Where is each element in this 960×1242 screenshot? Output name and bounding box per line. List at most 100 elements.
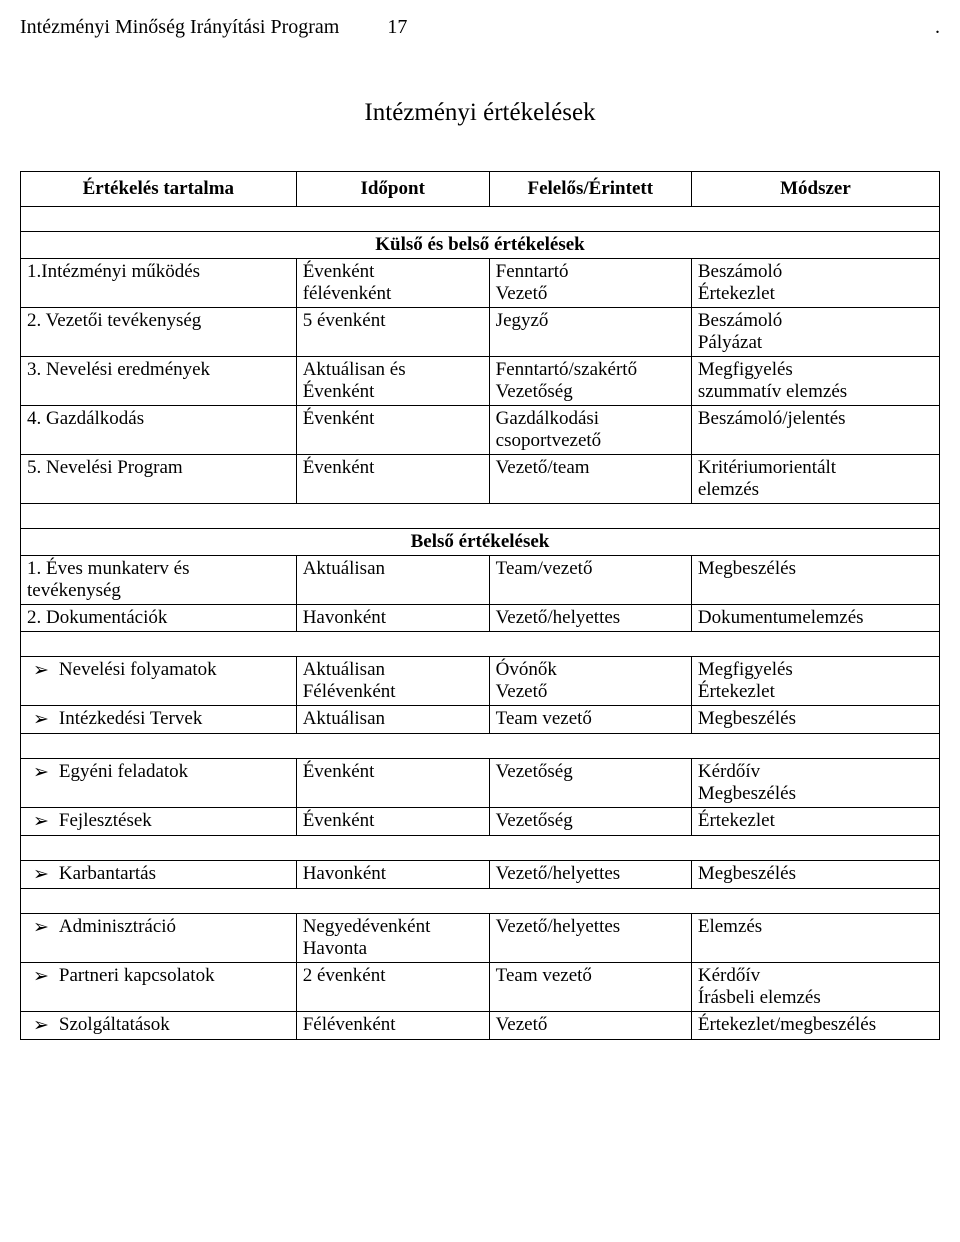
cell-method: Megbeszélés: [691, 556, 939, 605]
cell-time: NegyedévenkéntHavonta: [296, 914, 489, 963]
cell-time: Évenkéntfélévenként: [296, 259, 489, 308]
section-label: Belső értékelések: [21, 529, 940, 556]
table-row: 1.Intézményi működésÉvenkéntfélévenkéntF…: [21, 259, 940, 308]
cell-responsible: FenntartóVezető: [489, 259, 691, 308]
cell-time: Aktuálisan ésÉvenként: [296, 357, 489, 406]
doc-title: Intézményi Minőség Irányítási Program: [20, 16, 339, 39]
cell-time: Havonként: [296, 861, 489, 889]
cell-content: 2. Dokumentációk: [21, 605, 297, 632]
bullet-item: ➢Intézkedési Tervek: [21, 706, 297, 734]
cell-responsible: Vezető/helyettes: [489, 861, 691, 889]
cell-method: Kritériumorientáltelemzés: [691, 455, 939, 504]
page-title: Intézményi értékelések: [20, 99, 940, 127]
cell-method: BeszámolóÉrtekezlet: [691, 259, 939, 308]
cell-responsible: Jegyző: [489, 308, 691, 357]
cell-responsible: Vezető/team: [489, 455, 691, 504]
spacer: [21, 889, 940, 914]
cell-time: Évenként: [296, 808, 489, 836]
evaluation-table: Értékelés tartalma Időpont Felelős/Érint…: [20, 171, 940, 1040]
cell-method: MegfigyelésÉrtekezlet: [691, 657, 939, 706]
bullet-item: ➢ Partneri kapcsolatok: [21, 963, 297, 1012]
cell-responsible: Vezetőség: [489, 808, 691, 836]
cell-content: 5. Nevelési Program: [21, 455, 297, 504]
spacer: [21, 734, 940, 759]
cell-method: Beszámoló/jelentés: [691, 406, 939, 455]
cell-time: Évenként: [296, 455, 489, 504]
table-row: 1. Éves munkaterv éstevékenységAktuálisa…: [21, 556, 940, 605]
col-header-content: Értékelés tartalma: [21, 172, 297, 207]
cell-time: 5 évenként: [296, 308, 489, 357]
cell-method: Értekezlet: [691, 808, 939, 836]
spacer: [21, 836, 940, 861]
table-row: 3. Nevelési eredményekAktuálisan ésÉvenk…: [21, 357, 940, 406]
table-row: ➢ Adminisztráció NegyedévenkéntHavontaVeze…: [21, 914, 940, 963]
cell-method: Dokumentumelemzés: [691, 605, 939, 632]
table-row: ➢Intézkedési TervekAktuálisanTeam vezető…: [21, 706, 940, 734]
bullet-icon: ➢: [33, 761, 49, 784]
cell-method: Megbeszélés: [691, 861, 939, 889]
bullet-icon: ➢: [33, 965, 49, 988]
table-row: 2. Vezetői tevékenység5 évenkéntJegyzőBe…: [21, 308, 940, 357]
cell-responsible: Fenntartó/szakértőVezetőség: [489, 357, 691, 406]
cell-time: 2 évenként: [296, 963, 489, 1012]
cell-time: Évenként: [296, 406, 489, 455]
section-label: Külső és belső értékelések: [21, 232, 940, 259]
cell-time: Évenként: [296, 759, 489, 808]
cell-responsible: Vezető: [489, 1012, 691, 1040]
bullet-text: Partneri kapcsolatok: [59, 965, 215, 988]
cell-time: AktuálisanFélévenként: [296, 657, 489, 706]
cell-time: Aktuálisan: [296, 706, 489, 734]
spacer: [21, 207, 940, 232]
bullet-icon: ➢: [33, 659, 49, 682]
bullet-icon: ➢: [33, 708, 49, 731]
bullet-item: ➢ Nevelési folyamatok: [21, 657, 297, 706]
col-header-method: Módszer: [691, 172, 939, 207]
bullet-text: Fejlesztések: [59, 810, 152, 833]
cell-responsible: Vezető/helyettes: [489, 914, 691, 963]
bullet-item: ➢ Karbantartás: [21, 861, 297, 889]
bullet-text: Adminisztráció: [59, 916, 176, 939]
cell-method: BeszámolóPályázat: [691, 308, 939, 357]
cell-content: 1.Intézményi működés: [21, 259, 297, 308]
table-row: 2. DokumentációkHavonkéntVezető/helyette…: [21, 605, 940, 632]
bullet-icon: ➢: [33, 1014, 49, 1037]
bullet-icon: ➢: [33, 810, 49, 833]
bullet-icon: ➢: [33, 916, 49, 939]
cell-content: 4. Gazdálkodás: [21, 406, 297, 455]
cell-responsible: Vezetőség: [489, 759, 691, 808]
cell-time: Havonként: [296, 605, 489, 632]
bullet-item: ➢ Adminisztráció: [21, 914, 297, 963]
bullet-text: Egyéni feladatok: [59, 761, 188, 784]
cell-responsible: Team vezető: [489, 706, 691, 734]
table-row: ➢ Partneri kapcsolatok 2 évenkéntTeam veze…: [21, 963, 940, 1012]
bullet-text: Nevelési folyamatok: [59, 659, 217, 682]
cell-content: 2. Vezetői tevékenység: [21, 308, 297, 357]
table-row: 5. Nevelési ProgramÉvenkéntVezető/teamKr…: [21, 455, 940, 504]
col-header-responsible: Felelős/Érintett: [489, 172, 691, 207]
bullet-icon: ➢: [33, 863, 49, 886]
cell-method: Megbeszélés: [691, 706, 939, 734]
table-row: ➢ Nevelési folyamatok AktuálisanFélévenkén…: [21, 657, 940, 706]
header-dot: .: [935, 16, 940, 39]
cell-responsible: Vezető/helyettes: [489, 605, 691, 632]
table-row: ➢ Karbantartás HavonkéntVezető/helyettesMe…: [21, 861, 940, 889]
bullet-text: Szolgáltatások: [59, 1014, 170, 1037]
cell-responsible: Gazdálkodásicsoportvezető: [489, 406, 691, 455]
cell-content: 3. Nevelési eredmények: [21, 357, 297, 406]
bullet-item: ➢ Egyéni feladatok: [21, 759, 297, 808]
cell-responsible: Team/vezető: [489, 556, 691, 605]
table-row: ➢Egyéni feladatokÉvenkéntVezetőségKérdőí…: [21, 759, 940, 808]
page-number: 17: [387, 16, 407, 39]
cell-method: Megfigyelésszummatív elemzés: [691, 357, 939, 406]
cell-responsible: Team vezető: [489, 963, 691, 1012]
table-header-row: Értékelés tartalma Időpont Felelős/Érint…: [21, 172, 940, 207]
bullet-item: ➢ Fejlesztések: [21, 808, 297, 836]
cell-responsible: ÓvónőkVezető: [489, 657, 691, 706]
table-row: ➢SzolgáltatásokFélévenkéntVezetőÉrtekezl…: [21, 1012, 940, 1040]
spacer: [21, 632, 940, 657]
cell-method: KérdőívÍrásbeli elemzés: [691, 963, 939, 1012]
bullet-text: Karbantartás: [59, 863, 156, 886]
cell-method: Értekezlet/megbeszélés: [691, 1012, 939, 1040]
spacer: [21, 504, 940, 529]
bullet-item: ➢ Szolgáltatások: [21, 1012, 297, 1040]
